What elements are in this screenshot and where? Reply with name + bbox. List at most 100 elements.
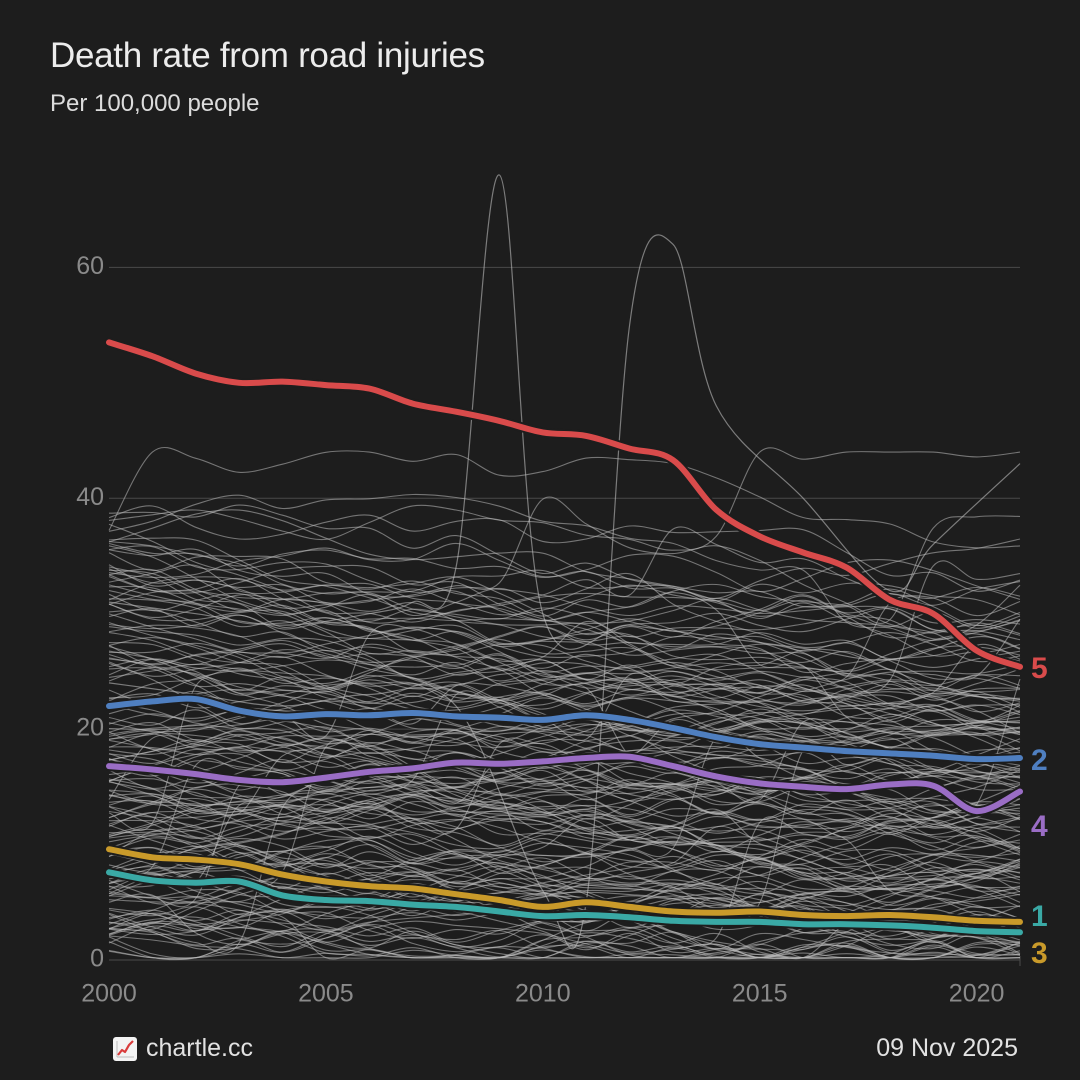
background-country-line: [108, 763, 1021, 821]
series-label-4: 4: [1031, 810, 1048, 843]
background-outlier-line-1: [108, 174, 1021, 661]
background-country-line: [108, 588, 1021, 735]
background-country-line: [108, 538, 1021, 599]
background-country-line: [108, 909, 1021, 960]
background-country-line: [108, 515, 1021, 624]
background-country-line: [108, 839, 1021, 906]
x-tick-label-2020: 2020: [949, 980, 1005, 1008]
background-country-line: [108, 618, 1021, 674]
series-label-3: 3: [1031, 937, 1048, 970]
background-country-line: [108, 639, 1021, 708]
background-country-line: [108, 853, 1021, 948]
background-country-line: [108, 778, 1021, 925]
x-tick-label-2015: 2015: [732, 980, 788, 1008]
y-axis: 0 20 40 60: [76, 252, 104, 973]
background-outlier-line-2: [108, 234, 1021, 950]
footer-brand[interactable]: chartle.cc: [112, 1034, 253, 1063]
x-tick-label-2005: 2005: [298, 980, 354, 1008]
background-country-line: [108, 798, 1021, 960]
background-country-line: [108, 783, 1021, 886]
background-country-line: [108, 747, 1021, 881]
y-tick-label-0: 0: [90, 945, 104, 973]
background-country-line: [108, 724, 1021, 787]
background-country-line: [108, 447, 1021, 551]
y-tick-label-60: 60: [76, 252, 104, 280]
background-country-line: [108, 642, 1021, 712]
background-country-line: [108, 683, 1021, 749]
series-line-3: [106, 846, 1023, 925]
footer-date: 09 Nov 2025: [876, 1034, 1018, 1062]
x-axis: 2000 2005 2010 2015 2020: [81, 980, 1004, 1008]
series-label-2: 2: [1031, 744, 1048, 777]
background-series: [108, 174, 1021, 961]
background-country-line: [108, 505, 1021, 592]
background-country-line: [108, 568, 1021, 663]
series-label-5: 5: [1031, 652, 1048, 685]
series-labels: 5 2 4 3 1: [1031, 652, 1048, 970]
background-country-line: [108, 743, 1021, 850]
background-country-line: [108, 759, 1021, 833]
background-country-line: [108, 548, 1021, 641]
series-label-1: 1: [1031, 900, 1048, 933]
background-country-line: [108, 793, 1021, 890]
background-country-line: [108, 523, 1021, 639]
background-country-line: [108, 613, 1021, 737]
background-country-line: [108, 838, 1021, 899]
background-country-line: [108, 540, 1021, 638]
background-country-line: [108, 542, 1021, 600]
background-country-line: [108, 769, 1021, 891]
chart-increasing-icon: [113, 1036, 137, 1061]
background-country-line: [108, 666, 1021, 748]
background-country-line: [108, 831, 1021, 892]
background-country-line: [108, 928, 1021, 961]
background-country-line: [108, 545, 1021, 632]
background-country-line: [108, 748, 1021, 812]
background-country-line: [108, 552, 1021, 617]
background-country-line: [108, 933, 1021, 959]
x-tick-label-2000: 2000: [81, 980, 137, 1008]
chart-title: Death rate from road injuries: [50, 36, 485, 75]
grid: [109, 266, 1021, 966]
background-country-line: [108, 853, 1021, 960]
background-country-line: [108, 645, 1021, 723]
background-country-line: [108, 916, 1021, 960]
background-country-line: [108, 621, 1021, 713]
background-country-line: [108, 805, 1021, 903]
brand-text: chartle.cc: [146, 1034, 253, 1062]
background-country-line: [108, 569, 1021, 635]
background-country-line: [108, 861, 1021, 959]
background-country-line: [108, 609, 1021, 785]
chart-subtitle: Per 100,000 people: [50, 90, 260, 117]
background-country-line: [108, 795, 1021, 836]
background-country-line: [108, 851, 1021, 903]
background-country-line: [108, 750, 1021, 816]
series-line-1: [106, 869, 1023, 936]
background-country-line: [108, 912, 1021, 960]
background-country-line: [108, 734, 1021, 825]
background-country-line: [108, 789, 1021, 877]
y-tick-label-40: 40: [76, 483, 104, 511]
background-country-line: [108, 875, 1021, 955]
series-line-4: [106, 753, 1023, 815]
series-line-5: [106, 339, 1023, 670]
background-country-line: [108, 564, 1021, 668]
background-country-line: [108, 564, 1021, 636]
background-country-line: [108, 835, 1021, 866]
background-country-line: [108, 594, 1021, 685]
background-country-line: [108, 712, 1021, 774]
background-country-line: [108, 633, 1021, 703]
background-country-line: [108, 446, 1021, 549]
highlighted-series: [104, 337, 1025, 938]
background-country-line: [108, 650, 1021, 699]
background-country-line: [108, 708, 1021, 839]
background-country-line: [108, 586, 1021, 707]
y-tick-label-20: 20: [76, 714, 104, 742]
background-country-line: [108, 722, 1021, 874]
background-country-line: [108, 496, 1021, 654]
background-country-line: [108, 845, 1021, 920]
background-country-line: [108, 781, 1021, 889]
background-country-line: [108, 509, 1021, 627]
series-line-2: [106, 695, 1023, 763]
x-tick-label-2010: 2010: [515, 980, 571, 1008]
